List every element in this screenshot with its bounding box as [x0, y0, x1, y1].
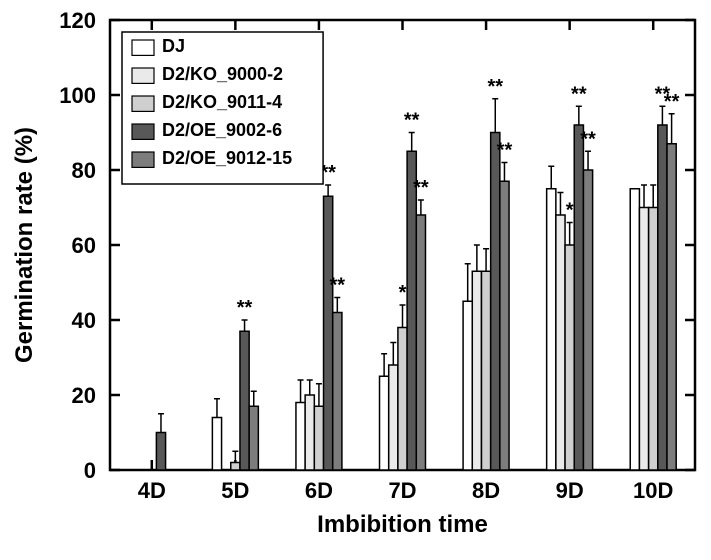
svg-text:D2/KO_9011-4: D2/KO_9011-4: [162, 92, 282, 112]
svg-text:60: 60: [72, 233, 96, 258]
svg-text:**: **: [664, 91, 680, 113]
bar: [649, 185, 658, 470]
bar: [639, 185, 648, 470]
bar: [481, 249, 490, 470]
bar: [231, 451, 240, 470]
svg-text:0: 0: [84, 458, 96, 483]
bar: [380, 354, 389, 470]
bar: [556, 193, 565, 471]
svg-text:DJ: DJ: [162, 36, 185, 56]
svg-text:D2/OE_9002-6: D2/OE_9002-6: [162, 120, 282, 140]
svg-text:20: 20: [72, 383, 96, 408]
bar: [249, 391, 258, 470]
y-axis-label: Germination rate (%): [11, 127, 38, 363]
x-axis-label: Imbibition time: [317, 511, 488, 538]
bar: [314, 384, 323, 470]
bar: [296, 380, 305, 470]
bar: [630, 189, 639, 470]
svg-text:**: **: [404, 110, 420, 132]
bar: [156, 414, 165, 470]
svg-text:8D: 8D: [472, 478, 500, 503]
svg-text:**: **: [497, 140, 513, 162]
legend: DJ D2/KO_9000-2 D2/KO_9011-4 D2/OE_9002-6 D2…: [122, 32, 323, 184]
bar: [463, 264, 472, 470]
bar: *: [398, 282, 407, 470]
svg-text:9D: 9D: [556, 478, 584, 503]
bar: [547, 166, 556, 470]
svg-text:4D: 4D: [138, 478, 166, 503]
svg-text:100: 100: [59, 83, 96, 108]
svg-text:7D: 7D: [388, 478, 416, 503]
svg-text:40: 40: [72, 308, 96, 333]
svg-text:D2/KO_9000-2: D2/KO_9000-2: [162, 64, 283, 84]
svg-text:**: **: [487, 76, 503, 98]
svg-text:80: 80: [72, 158, 96, 183]
svg-text:6D: 6D: [305, 478, 333, 503]
bar-chart-svg: 0204060801001204D5D**6D****7D*****8D****…: [0, 0, 711, 560]
svg-text:*: *: [566, 200, 574, 222]
svg-text:5D: 5D: [221, 478, 249, 503]
svg-text:D2/OE_9012-15: D2/OE_9012-15: [162, 148, 292, 168]
svg-text:**: **: [571, 83, 587, 105]
bar: [389, 343, 398, 471]
svg-text:10D: 10D: [633, 478, 673, 503]
bar: [305, 380, 314, 470]
svg-text:**: **: [330, 275, 346, 297]
svg-text:**: **: [413, 177, 429, 199]
svg-text:*: *: [399, 282, 407, 304]
svg-text:120: 120: [59, 8, 96, 33]
bar: *: [565, 200, 574, 471]
bar: [472, 245, 481, 470]
svg-text:**: **: [237, 297, 253, 319]
bar: [212, 399, 221, 470]
chart-container: 0204060801001204D5D**6D****7D*****8D****…: [0, 0, 711, 560]
svg-text:**: **: [580, 128, 596, 150]
